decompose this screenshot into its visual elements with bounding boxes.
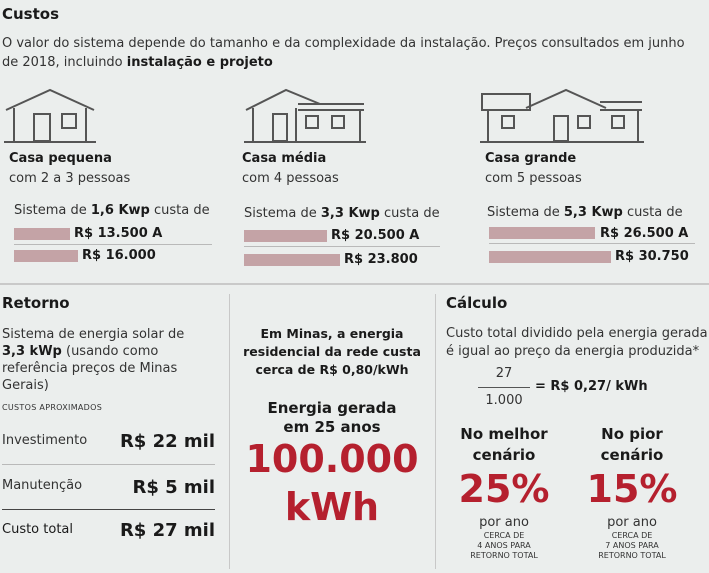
investment-rule bbox=[2, 464, 215, 465]
intro-text-bold: instalação e projeto bbox=[126, 55, 273, 70]
section-title-calculo: Cálculo bbox=[446, 294, 508, 312]
house-medium-bar-b bbox=[244, 254, 340, 266]
intro-text: O valor do sistema depende do tamanho e … bbox=[2, 34, 702, 72]
fraction-bar bbox=[478, 387, 530, 388]
house-large-price-a: R$ 26.500 A bbox=[600, 226, 689, 241]
best-scenario-title: No melhor cenário bbox=[460, 425, 548, 464]
energy-amount: 100.000 bbox=[245, 437, 419, 481]
section-title-custos: Custos bbox=[2, 5, 60, 23]
house-small-system: Sistema de 1,6 Kwp custa de bbox=[14, 203, 210, 218]
best-scenario-period: por ano bbox=[479, 515, 529, 530]
house-medium-price-b: R$ 23.800 bbox=[344, 252, 418, 267]
house-small-rule bbox=[14, 244, 212, 245]
investment-label: Investimento bbox=[2, 433, 88, 448]
investment-value: R$ 22 mil bbox=[119, 431, 215, 452]
section-divider bbox=[0, 283, 709, 285]
worst-scenario-note: CERCA DE 7 ANOS PARA RETORNO TOTAL bbox=[598, 531, 666, 560]
retorno-description: Sistema de energia solar de 3,3 kWp (usa… bbox=[2, 327, 185, 393]
house-medium-rule bbox=[244, 246, 440, 247]
grid-price-text: Em Minas, a energia residencial da rede … bbox=[243, 326, 421, 377]
house-large-price-b: R$ 30.750 bbox=[615, 249, 689, 264]
medium-house-icon bbox=[244, 88, 366, 143]
intro-text-body: O valor do sistema depende do tamanho e … bbox=[2, 36, 685, 70]
fraction-denominator: 1.000 bbox=[485, 393, 523, 408]
house-large-subtitle: com 5 pessoas bbox=[485, 171, 582, 186]
house-medium-subtitle: com 4 pessoas bbox=[242, 171, 339, 186]
house-medium-system: Sistema de 3,3 Kwp custa de bbox=[244, 206, 440, 221]
energy-generated-label: Energia gerada em 25 anos bbox=[267, 399, 397, 436]
worst-scenario-title: No pior cenário bbox=[600, 425, 664, 464]
house-small-bar-a bbox=[14, 228, 70, 240]
house-large-system: Sistema de 5,3 Kwp custa de bbox=[487, 205, 683, 220]
house-large-bar-b bbox=[489, 251, 611, 263]
house-small-subtitle: com 2 a 3 pessoas bbox=[9, 171, 131, 186]
energy-unit: kWh bbox=[284, 485, 380, 529]
column-divider-left bbox=[229, 294, 230, 569]
house-medium-bar-a bbox=[244, 230, 327, 242]
costs-caption: CUSTOS APROXIMADOS bbox=[2, 403, 103, 412]
large-house-icon bbox=[480, 88, 644, 143]
fraction-numerator: 27 bbox=[495, 366, 513, 381]
section-title-retorno: Retorno bbox=[2, 294, 70, 312]
maintenance-value: R$ 5 mil bbox=[132, 477, 215, 498]
worst-scenario-percent: 15% bbox=[586, 467, 678, 511]
house-small-title: Casa pequena bbox=[9, 151, 112, 166]
house-small-price-a: R$ 13.500 A bbox=[74, 226, 163, 241]
total-value: R$ 27 mil bbox=[119, 520, 215, 541]
house-small-bar-b bbox=[14, 250, 78, 262]
house-medium-title: Casa média bbox=[242, 151, 327, 166]
total-label: Custo total bbox=[2, 522, 73, 537]
small-house-icon bbox=[4, 88, 96, 143]
house-large-title: Casa grande bbox=[485, 151, 577, 166]
maintenance-label: Manutenção bbox=[2, 478, 83, 493]
worst-scenario-period: por ano bbox=[607, 515, 657, 530]
maintenance-rule bbox=[2, 509, 215, 510]
house-small-price-b: R$ 16.000 bbox=[82, 248, 156, 263]
best-scenario-note: CERCA DE 4 ANOS PARA RETORNO TOTAL bbox=[470, 531, 538, 560]
column-divider-right bbox=[435, 294, 436, 569]
house-large-bar-a bbox=[489, 227, 595, 239]
best-scenario-percent: 25% bbox=[458, 467, 550, 511]
calculo-description: Custo total dividido pela energia gerada… bbox=[446, 326, 708, 359]
house-medium-price-a: R$ 20.500 A bbox=[331, 228, 420, 243]
energy-price-result: = R$ 0,27/ kWh bbox=[535, 379, 648, 394]
house-large-rule bbox=[489, 243, 695, 244]
